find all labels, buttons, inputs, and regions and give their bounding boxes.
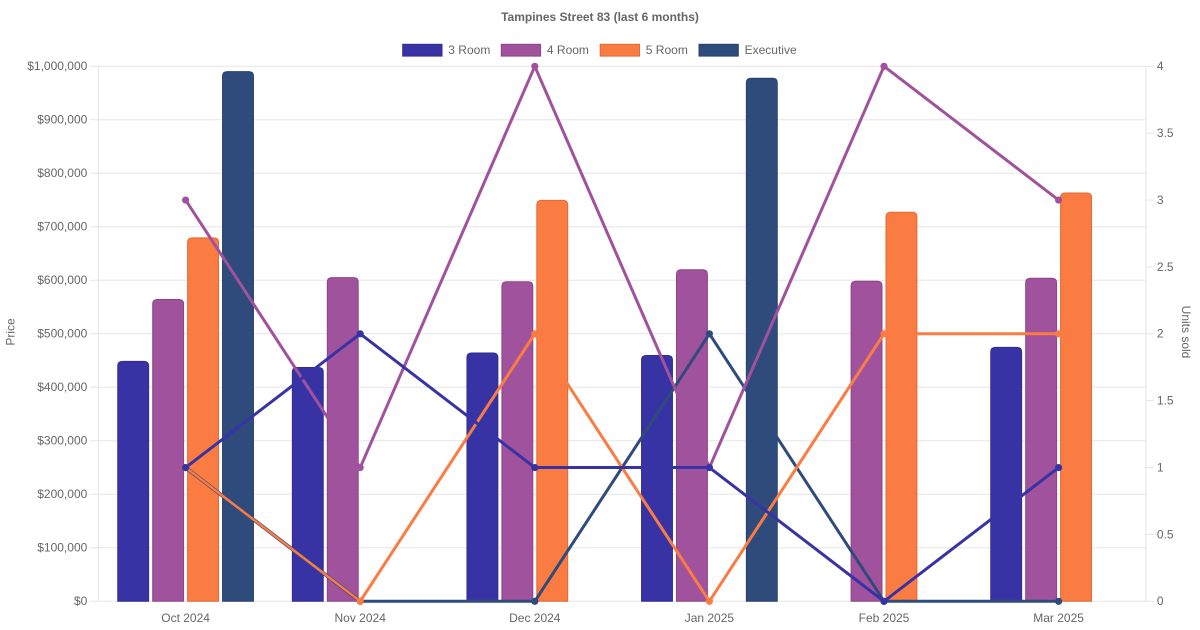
svg-text:$1,000,000: $1,000,000 xyxy=(27,59,87,73)
svg-text:Tampines Street 83 (last 6 mon: Tampines Street 83 (last 6 months) xyxy=(501,10,699,24)
svg-text:Executive: Executive xyxy=(745,43,797,57)
svg-text:$200,000: $200,000 xyxy=(37,487,87,501)
svg-text:$300,000: $300,000 xyxy=(37,434,87,448)
svg-text:Nov 2024: Nov 2024 xyxy=(335,611,387,625)
svg-text:0.5: 0.5 xyxy=(1157,527,1174,541)
svg-text:2: 2 xyxy=(1157,327,1164,341)
svg-text:5 Room: 5 Room xyxy=(646,43,688,57)
svg-text:$600,000: $600,000 xyxy=(37,273,87,287)
svg-text:$900,000: $900,000 xyxy=(37,113,87,127)
svg-text:Dec 2024: Dec 2024 xyxy=(509,611,561,625)
svg-text:0: 0 xyxy=(1157,594,1164,608)
svg-text:3.5: 3.5 xyxy=(1157,126,1174,140)
svg-text:$100,000: $100,000 xyxy=(37,541,87,555)
svg-text:$0: $0 xyxy=(74,594,88,608)
svg-text:Units sold: Units sold xyxy=(1179,306,1193,359)
svg-text:$400,000: $400,000 xyxy=(37,380,87,394)
svg-text:Jan 2025: Jan 2025 xyxy=(685,611,735,625)
svg-text:4: 4 xyxy=(1157,59,1164,73)
svg-text:3: 3 xyxy=(1157,193,1164,207)
svg-text:1.5: 1.5 xyxy=(1157,394,1174,408)
svg-text:2.5: 2.5 xyxy=(1157,260,1174,274)
svg-text:4 Room: 4 Room xyxy=(547,43,589,57)
svg-text:$500,000: $500,000 xyxy=(37,327,87,341)
svg-text:1: 1 xyxy=(1157,460,1164,474)
svg-text:3 Room: 3 Room xyxy=(448,43,490,57)
svg-text:Price: Price xyxy=(3,318,17,346)
svg-text:Mar 2025: Mar 2025 xyxy=(1033,611,1084,625)
svg-text:$700,000: $700,000 xyxy=(37,220,87,234)
svg-text:Oct 2024: Oct 2024 xyxy=(161,611,210,625)
svg-text:$800,000: $800,000 xyxy=(37,166,87,180)
svg-text:Feb 2025: Feb 2025 xyxy=(859,611,910,625)
